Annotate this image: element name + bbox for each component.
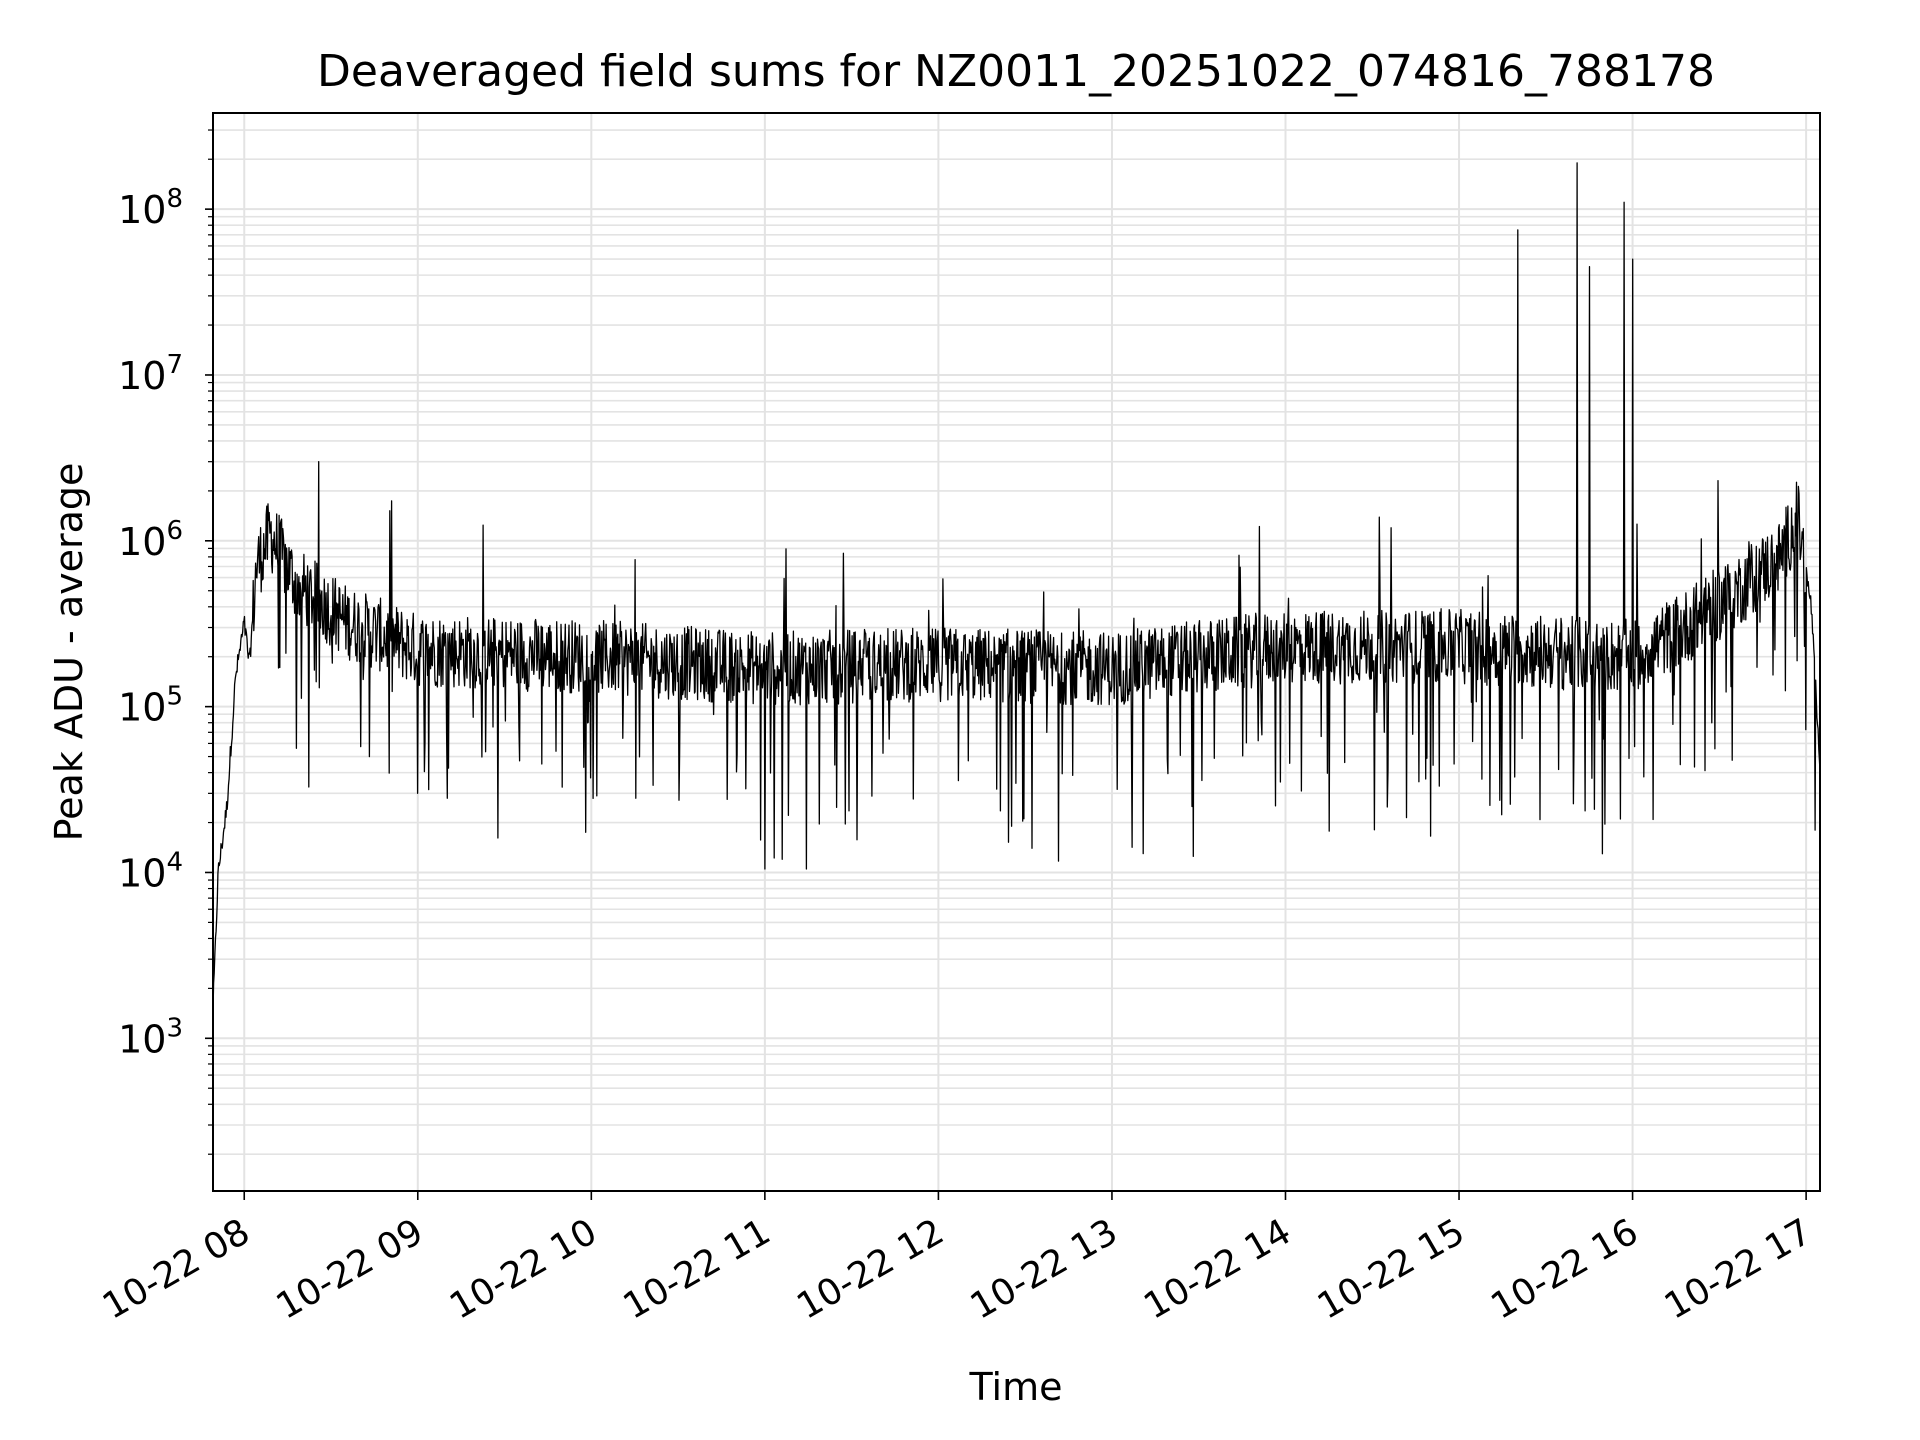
y-tick-exponent: 7 (166, 350, 183, 380)
series-line (212, 162, 1821, 1014)
y-tick-exponent: 8 (166, 184, 183, 214)
x-axis-label: Time (969, 1365, 1063, 1409)
y-tick-exponent: 6 (166, 516, 183, 546)
y-tick-exponent: 5 (166, 682, 183, 712)
y-tick-label: 104 (118, 847, 183, 895)
y-tick-base: 10 (118, 520, 166, 564)
series-group (212, 162, 1821, 1014)
y-tick-base: 10 (118, 1017, 166, 1061)
y-tick-label: 108 (118, 184, 183, 232)
y-tick-base: 10 (118, 354, 166, 398)
y-tick-label: 103 (118, 1013, 183, 1061)
y-tick-base: 10 (118, 851, 166, 895)
y-tick-label: 107 (118, 350, 183, 398)
y-axis-label: Peak ADU - average (47, 463, 91, 842)
y-tick-label: 105 (118, 682, 183, 730)
y-tick-exponent: 3 (166, 1013, 183, 1043)
y-tick-label: 106 (118, 516, 183, 564)
chart-title: Deaveraged field sums for NZ0011_2025102… (317, 46, 1715, 97)
grid (213, 113, 1820, 1191)
plot-frame (212, 112, 1821, 1192)
y-tick-base: 10 (118, 188, 166, 232)
y-tick-exponent: 4 (166, 847, 183, 877)
y-tick-base: 10 (118, 686, 166, 730)
